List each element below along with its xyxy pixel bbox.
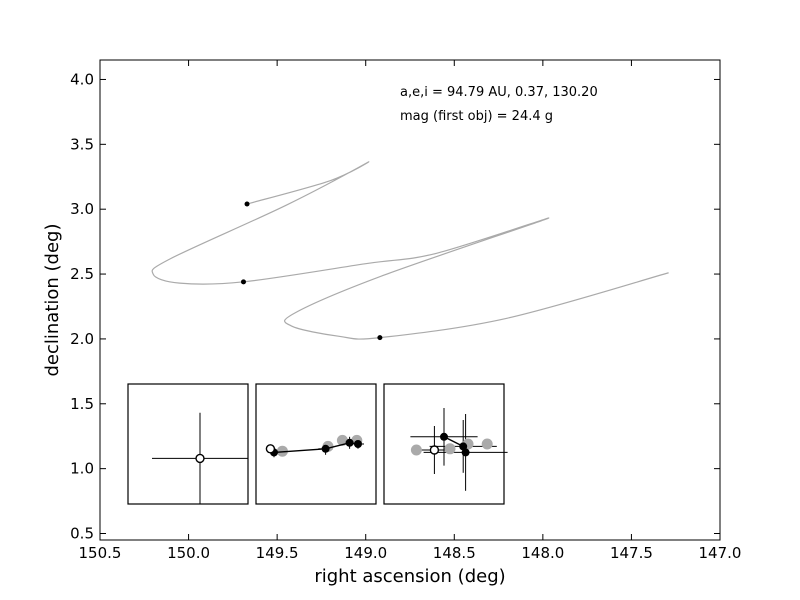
x-tick-label: 148.5 [433, 544, 476, 562]
y-axis-label: declination (deg) [42, 223, 63, 376]
y-tick-label: 0.5 [70, 525, 94, 543]
orbit-track [151, 161, 669, 340]
inset-observed-point [459, 442, 468, 451]
y-tick-label: 2.5 [70, 265, 94, 283]
inset-2 [255, 383, 377, 505]
orbit-annotation: a,e,i = 94.79 AU, 0.37, 130.20 [400, 85, 598, 100]
inset-predicted-point [444, 443, 456, 455]
y-tick-label: 4.0 [70, 70, 94, 88]
inset-observed-point [321, 444, 330, 453]
detections-layer [240, 201, 383, 341]
orbit-layer [151, 161, 669, 340]
inset-open-point [265, 444, 276, 454]
x-tick-label: 148.0 [521, 544, 564, 562]
detection-point [244, 201, 250, 207]
y-tick-label: 2.0 [70, 330, 94, 348]
inset-observed-point [345, 438, 354, 447]
x-tick-label: 147.5 [610, 544, 653, 562]
inset-observed-point [461, 448, 470, 457]
y-tick-label: 3.0 [70, 200, 94, 218]
y-tick-label: 1.0 [70, 460, 94, 478]
magnitude-annotation: mag (first obj) = 24.4 g [400, 109, 553, 124]
y-tick-label: 3.5 [70, 135, 94, 153]
inset-predicted-point [481, 438, 493, 450]
x-axis-ticks: 150.5 150.0 149.5 149.0 148.5 148.0 147.5 147.0 [79, 60, 742, 562]
x-tick-label: 149.5 [256, 544, 299, 562]
inset-1 [127, 383, 249, 505]
inset-open-point [195, 453, 205, 464]
x-tick-label: 150.0 [167, 544, 210, 562]
inset-open-point [429, 445, 440, 455]
y-axis-ticks: 0.5 1.0 1.5 2.0 2.5 3.0 3.5 4.0 [70, 70, 720, 543]
inset-observed-point [354, 440, 362, 448]
x-tick-label: 147.0 [699, 544, 742, 562]
inset-3 [383, 383, 508, 505]
plot-frame [99, 59, 721, 541]
y-tick-label: 1.5 [70, 395, 94, 413]
inset-predicted-point [410, 444, 422, 456]
detection-point [240, 279, 246, 285]
insets-layer [127, 383, 508, 505]
inset-frame [127, 383, 249, 505]
inset-track [273, 442, 359, 454]
x-tick-label: 149.0 [344, 544, 387, 562]
inset-observed-point [440, 432, 448, 441]
x-tick-label: 150.5 [79, 544, 122, 562]
detection-point [377, 335, 383, 341]
x-axis-label: right ascension (deg) [314, 566, 505, 587]
